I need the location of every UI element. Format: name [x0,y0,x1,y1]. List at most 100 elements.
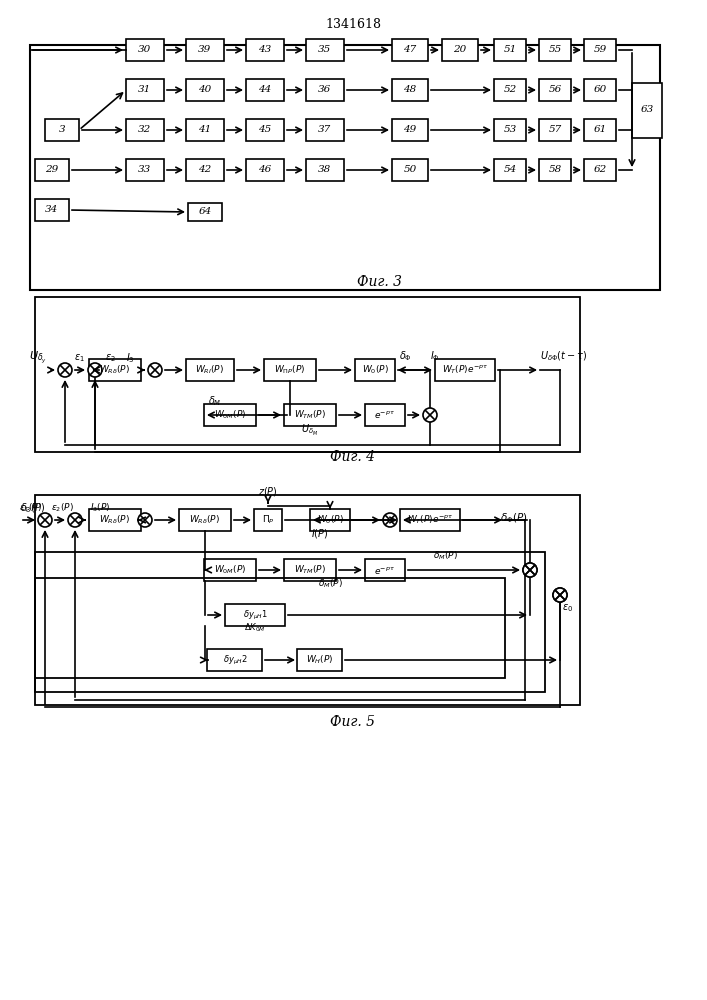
Text: 56: 56 [549,86,561,95]
Text: $W_H(P)$: $W_H(P)$ [306,654,334,666]
Text: $\Delta K_{0M}$: $\Delta K_{0M}$ [244,622,266,634]
Text: $\varepsilon_0$: $\varepsilon_0$ [563,602,573,614]
FancyBboxPatch shape [306,119,344,141]
FancyBboxPatch shape [35,199,69,221]
FancyBboxPatch shape [204,559,256,581]
FancyBboxPatch shape [45,119,79,141]
FancyBboxPatch shape [584,119,616,141]
FancyBboxPatch shape [186,359,234,381]
Text: 58: 58 [549,165,561,174]
Text: 45: 45 [258,125,271,134]
Text: 59: 59 [593,45,607,54]
FancyBboxPatch shape [264,359,316,381]
Text: $I(P)$: $I(P)$ [311,528,329,540]
FancyBboxPatch shape [584,159,616,181]
FancyBboxPatch shape [246,119,284,141]
Text: 38: 38 [318,165,332,174]
Text: 61: 61 [593,125,607,134]
Circle shape [88,363,102,377]
Text: $\delta_3(P)$: $\delta_3(P)$ [20,501,45,515]
Text: 31: 31 [139,86,151,95]
FancyBboxPatch shape [392,159,428,181]
Circle shape [68,513,82,527]
FancyBboxPatch shape [494,79,526,101]
Text: $\delta y_{\mu H}1$: $\delta y_{\mu H}1$ [243,608,267,622]
Text: $W_T(P)e^{-p\tau}$: $W_T(P)e^{-p\tau}$ [442,364,489,376]
Circle shape [553,588,567,602]
Text: 55: 55 [549,45,561,54]
Text: 60: 60 [593,86,607,95]
Text: 33: 33 [139,165,151,174]
Text: 41: 41 [199,125,211,134]
Text: 52: 52 [503,86,517,95]
Text: $U_{\delta_y}$: $U_{\delta_y}$ [29,350,47,366]
FancyBboxPatch shape [306,79,344,101]
Text: 30: 30 [139,45,151,54]
Text: $\varepsilon_1$: $\varepsilon_1$ [74,352,84,364]
FancyBboxPatch shape [126,159,164,181]
Text: 37: 37 [318,125,332,134]
Text: $W_T(P)e^{-p\tau}$: $W_T(P)e^{-p\tau}$ [407,514,453,526]
FancyBboxPatch shape [186,39,224,61]
Text: $W_{R\delta}(P)$: $W_{R\delta}(P)$ [100,364,131,376]
Text: $\delta_M(P)$: $\delta_M(P)$ [317,578,342,590]
FancyBboxPatch shape [494,39,526,61]
FancyBboxPatch shape [186,159,224,181]
Circle shape [58,363,72,377]
Text: 46: 46 [258,165,271,174]
Text: $W_{R\delta}(P)$: $W_{R\delta}(P)$ [100,514,131,526]
FancyBboxPatch shape [539,159,571,181]
Text: 29: 29 [45,165,59,174]
Text: $W_{TM}(P)$: $W_{TM}(P)$ [294,564,326,576]
Text: 48: 48 [404,86,416,95]
Text: 40: 40 [199,86,211,95]
FancyBboxPatch shape [584,39,616,61]
FancyBboxPatch shape [310,509,350,531]
FancyBboxPatch shape [365,559,405,581]
Text: $\varepsilon_2(P)$: $\varepsilon_2(P)$ [51,502,74,514]
FancyBboxPatch shape [392,39,428,61]
Text: $\Pi_P$: $\Pi_P$ [262,514,274,526]
Text: $\varepsilon_1(P)$: $\varepsilon_1(P)$ [18,502,42,514]
FancyBboxPatch shape [442,39,478,61]
FancyBboxPatch shape [246,79,284,101]
Text: 35: 35 [318,45,332,54]
FancyBboxPatch shape [126,79,164,101]
Circle shape [423,408,437,422]
Circle shape [553,588,567,602]
FancyBboxPatch shape [186,119,224,141]
FancyBboxPatch shape [392,119,428,141]
Text: Фиг. 3: Фиг. 3 [358,275,402,289]
FancyBboxPatch shape [365,404,405,426]
Text: $\delta_M$: $\delta_M$ [208,394,222,408]
Text: 20: 20 [453,45,467,54]
Text: $\delta_M(P)$: $\delta_M(P)$ [433,550,457,562]
FancyBboxPatch shape [126,119,164,141]
FancyBboxPatch shape [539,79,571,101]
Text: $W_{RI}(P)$: $W_{RI}(P)$ [195,364,225,376]
FancyBboxPatch shape [494,159,526,181]
Text: $W_{\Pi P}(P)$: $W_{\Pi P}(P)$ [274,364,305,376]
Text: $e^{-p\tau}$: $e^{-p\tau}$ [375,410,395,420]
FancyBboxPatch shape [392,79,428,101]
FancyBboxPatch shape [207,649,262,671]
FancyBboxPatch shape [126,39,164,61]
Text: 49: 49 [404,125,416,134]
Text: 1341618: 1341618 [325,18,381,31]
Text: $W_{0M}(P)$: $W_{0M}(P)$ [214,409,246,421]
FancyBboxPatch shape [584,79,616,101]
Text: 47: 47 [404,45,416,54]
Text: $\delta y_{\mu H}2$: $\delta y_{\mu H}2$ [223,653,247,667]
Circle shape [523,563,537,577]
Text: $W_{TM}(P)$: $W_{TM}(P)$ [294,409,326,421]
FancyBboxPatch shape [89,509,141,531]
FancyBboxPatch shape [89,359,141,381]
Text: 42: 42 [199,165,211,174]
Text: $I_3$: $I_3$ [126,351,134,365]
Text: $U_{\delta_M}$: $U_{\delta_M}$ [301,422,319,438]
Text: $\varepsilon_2$: $\varepsilon_2$ [105,352,115,364]
Circle shape [383,513,397,527]
FancyBboxPatch shape [254,509,282,531]
Text: $\delta_\Phi$: $\delta_\Phi$ [399,349,411,363]
FancyBboxPatch shape [435,359,495,381]
